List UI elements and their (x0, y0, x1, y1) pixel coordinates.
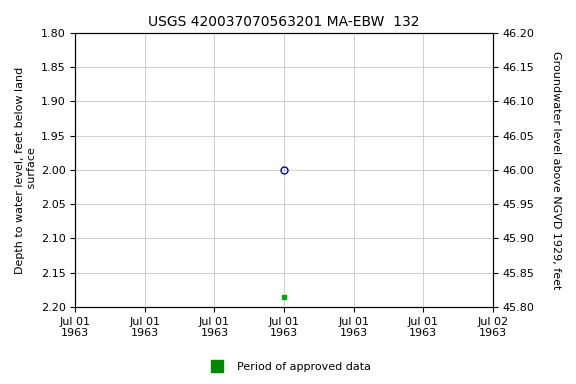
Legend: Period of approved data: Period of approved data (201, 358, 375, 377)
Title: USGS 420037070563201 MA-EBW  132: USGS 420037070563201 MA-EBW 132 (148, 15, 420, 29)
Y-axis label: Depth to water level, feet below land
 surface: Depth to water level, feet below land su… (15, 66, 37, 273)
Y-axis label: Groundwater level above NGVD 1929, feet: Groundwater level above NGVD 1929, feet (551, 51, 561, 289)
